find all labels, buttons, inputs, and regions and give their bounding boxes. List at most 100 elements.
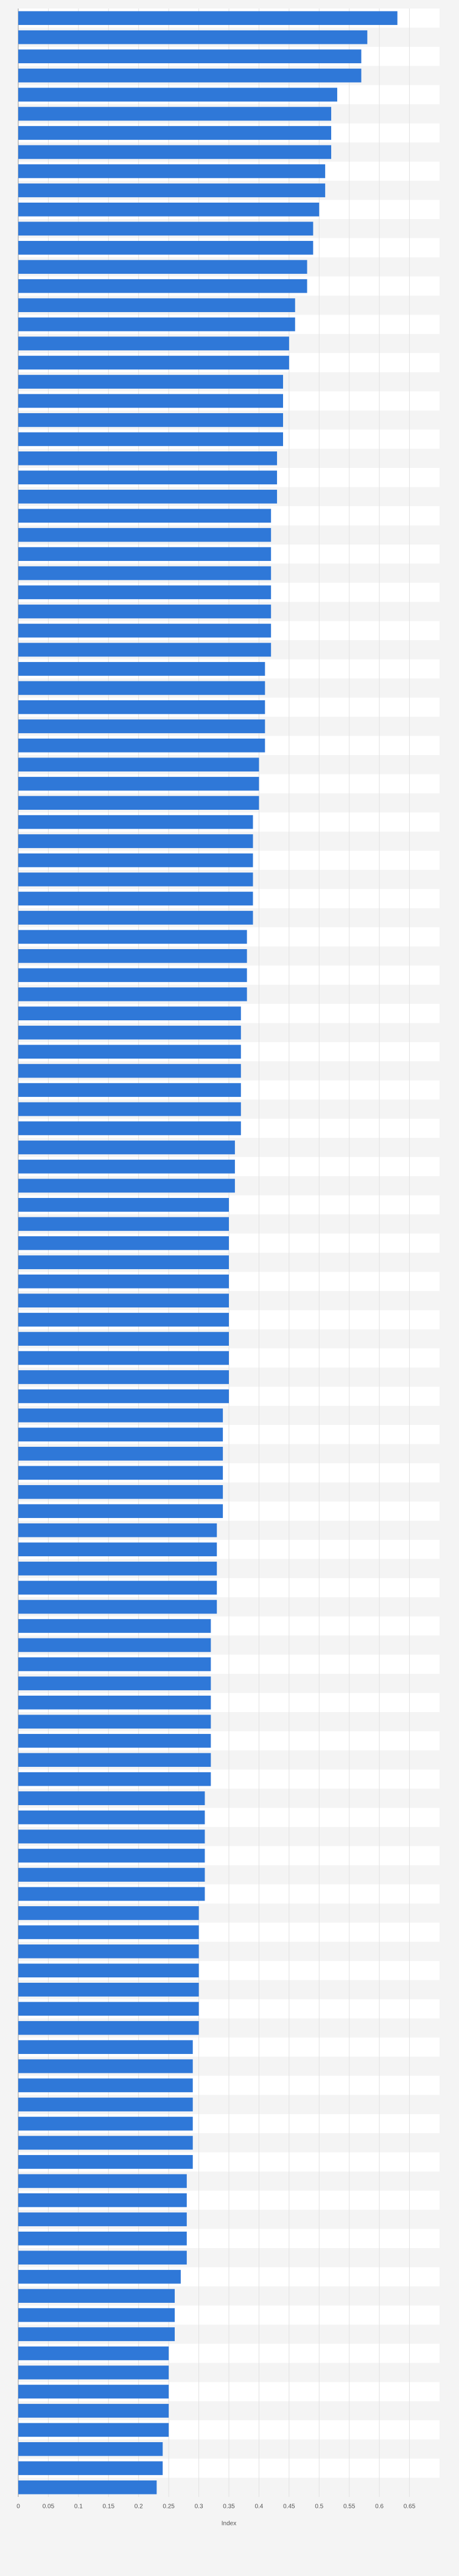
bar	[18, 126, 332, 140]
bar	[18, 1427, 223, 1442]
bar	[18, 432, 283, 447]
bar	[18, 585, 272, 599]
x-tick-label: 0.1	[74, 2504, 83, 2510]
x-tick-label: 0.05	[43, 2504, 55, 2510]
bar	[18, 470, 278, 485]
bar	[18, 1714, 211, 1729]
bar	[18, 183, 326, 198]
bar	[18, 1829, 205, 1843]
bar	[18, 1083, 241, 1097]
bar	[18, 662, 265, 676]
bar	[18, 68, 362, 83]
bar	[18, 1963, 199, 1978]
bar	[18, 1485, 223, 1499]
bar	[18, 1887, 205, 1901]
bar	[18, 30, 368, 44]
bar	[18, 1006, 241, 1021]
bar	[18, 815, 253, 829]
bar	[18, 1638, 211, 1652]
bar	[18, 2346, 169, 2361]
x-tick-label: 0.15	[103, 2504, 115, 2510]
bar	[18, 1791, 205, 1805]
bar	[18, 987, 247, 1001]
bar	[18, 1236, 229, 1250]
bar	[18, 2480, 157, 2494]
bar	[18, 1063, 241, 1078]
bar	[18, 2021, 199, 2035]
x-tick-label: 0.35	[223, 2504, 235, 2510]
bar	[18, 1217, 229, 1231]
bar	[18, 2174, 187, 2188]
bar	[18, 1848, 205, 1863]
bar	[18, 1293, 229, 1307]
bar	[18, 413, 283, 427]
bar	[18, 279, 307, 293]
bar	[18, 221, 314, 236]
bar	[18, 1810, 205, 1825]
bar	[18, 203, 320, 217]
x-tick-label: 0.25	[163, 2504, 175, 2510]
bar	[18, 1982, 199, 1997]
x-tick-label: 0.4	[254, 2504, 263, 2510]
bar	[18, 968, 247, 983]
bar	[18, 2097, 193, 2112]
bar	[18, 1542, 217, 1556]
bar	[18, 1733, 211, 1748]
bar	[18, 1466, 223, 1480]
bar	[18, 317, 295, 332]
bar	[18, 1906, 199, 1920]
bar	[18, 2404, 169, 2418]
bar	[18, 298, 295, 312]
bar	[18, 1657, 211, 1671]
bar	[18, 1772, 211, 1786]
x-tick-label: 0.2	[135, 2504, 143, 2510]
bar	[18, 164, 326, 178]
bar	[18, 2251, 187, 2265]
bar	[18, 1332, 229, 1346]
bar	[18, 88, 337, 102]
bar	[18, 145, 332, 159]
bar	[18, 1619, 211, 1633]
bar	[18, 2327, 175, 2341]
bar	[18, 2059, 193, 2073]
bar	[18, 1581, 217, 1595]
bar	[18, 930, 247, 944]
bar	[18, 2384, 169, 2399]
bar	[18, 2155, 193, 2169]
x-tick-label: 0.45	[283, 2504, 295, 2510]
bar	[18, 1753, 211, 1767]
bar	[18, 1198, 229, 1212]
bar	[18, 355, 289, 370]
bar	[18, 604, 272, 619]
bar	[18, 2461, 163, 2476]
bar	[18, 1925, 199, 1940]
bar	[18, 872, 253, 886]
bar	[18, 566, 272, 580]
bar	[18, 700, 265, 714]
bar	[18, 240, 314, 255]
bar	[18, 375, 283, 389]
bar	[18, 1523, 217, 1537]
bar	[18, 527, 272, 542]
bar	[18, 2442, 163, 2456]
x-tick-label: 0.65	[404, 2504, 416, 2510]
bar	[18, 2136, 193, 2150]
x-tick-label: 0.55	[343, 2504, 356, 2510]
bar	[18, 1121, 241, 1135]
bar	[18, 489, 278, 504]
bar	[18, 1676, 211, 1691]
bar	[18, 853, 253, 868]
bar	[18, 1140, 235, 1155]
bar	[18, 1447, 223, 1461]
bar	[18, 1160, 235, 1174]
bar	[18, 2040, 193, 2054]
bar	[18, 2365, 169, 2379]
x-tick-label: 0	[16, 2504, 20, 2510]
bar	[18, 509, 272, 523]
bar	[18, 1312, 229, 1327]
bar	[18, 2269, 181, 2284]
bar	[18, 776, 259, 791]
bar	[18, 260, 307, 274]
bar	[18, 891, 253, 906]
